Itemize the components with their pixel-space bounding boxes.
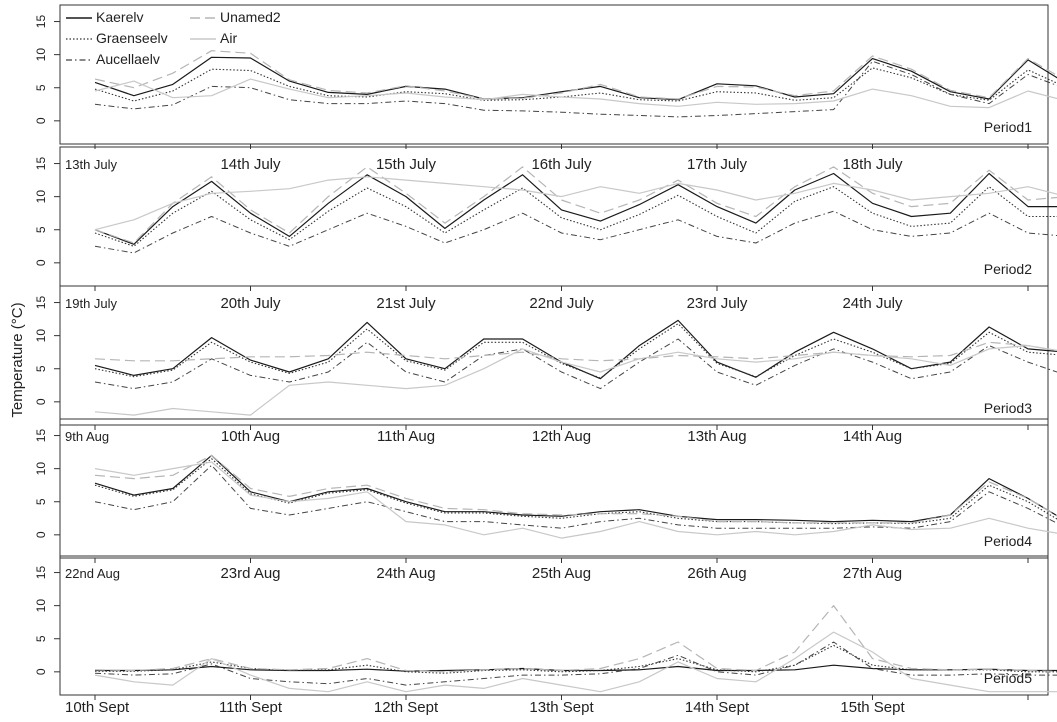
period-label: Period5 xyxy=(984,670,1032,686)
legend-label-aucellaelv: Aucellaelv xyxy=(96,51,160,67)
date-label: 18th July xyxy=(842,156,903,173)
y-axis-label: Temperature (°C) xyxy=(9,302,26,417)
date-label: 22nd Aug xyxy=(65,566,120,581)
series-line-unamed2 xyxy=(94,341,1057,362)
date-label: 14th Sept xyxy=(685,699,750,716)
y-tick-label: 10 xyxy=(34,329,48,343)
date-label: 19th July xyxy=(65,296,118,311)
date-label: 26th Aug xyxy=(687,565,746,582)
panel-frame xyxy=(59,555,1049,696)
y-tick-label: 15 xyxy=(34,429,48,443)
date-label: 27th Aug xyxy=(843,565,902,582)
date-label: 17th July xyxy=(687,156,748,173)
date-label: 20th July xyxy=(220,295,281,312)
date-label: 13th Aug xyxy=(687,428,746,445)
period-label: Period4 xyxy=(984,533,1032,549)
date-label: 13th July xyxy=(65,157,118,172)
series-line-air xyxy=(94,176,1057,231)
series-line-kaerelv xyxy=(94,56,1057,101)
panel-2: 0 5 10 15 Period2 13th July 14th July 15th July… xyxy=(34,146,1057,291)
series-line-graenseelv xyxy=(94,67,1057,102)
series-line-kaerelv xyxy=(94,172,1057,245)
date-label: 10th Sept xyxy=(65,699,130,716)
date-label: 24th Aug xyxy=(376,565,435,582)
y-tick-label: 5 xyxy=(34,498,48,505)
date-label: 14th July xyxy=(220,156,281,173)
panel-1: 0 5 10 15 Period1 xyxy=(34,4,1057,149)
series-line-aucellaelv xyxy=(94,464,1057,529)
series-line-aucellaelv xyxy=(94,60,1057,118)
legend-label-air: Air xyxy=(220,30,237,46)
y-tick-label: 5 xyxy=(34,635,48,642)
series-line-kaerelv xyxy=(94,454,1057,523)
y-tick-label: 0 xyxy=(34,259,48,266)
series-line-air xyxy=(94,461,1057,539)
panel-frame xyxy=(59,285,1049,426)
y-tick-label: 5 xyxy=(34,365,48,372)
date-label: 24th July xyxy=(842,295,903,312)
y-tick-label: 5 xyxy=(34,84,48,91)
series-line-kaerelv xyxy=(94,319,1057,380)
date-label: 13th Sept xyxy=(529,699,594,716)
y-tick-label: 15 xyxy=(34,157,48,171)
legend-label-unamed2: Unamed2 xyxy=(220,9,281,25)
y-tick-label: 0 xyxy=(34,117,48,124)
y-tick-label: 10 xyxy=(34,190,48,204)
date-label: 14th Aug xyxy=(843,428,902,445)
date-label: 15th July xyxy=(376,156,437,173)
series-line-unamed2 xyxy=(94,50,1057,100)
date-label: 10th Aug xyxy=(221,428,280,445)
date-label: 12th Aug xyxy=(532,428,591,445)
y-tick-label: 15 xyxy=(34,296,48,310)
y-tick-label: 10 xyxy=(34,599,48,613)
date-label: 11th Aug xyxy=(377,428,435,445)
period-label: Period2 xyxy=(984,261,1032,277)
panel-frame xyxy=(59,4,1049,145)
date-label: 16th July xyxy=(531,156,592,173)
y-tick-label: 10 xyxy=(34,48,48,62)
series-line-graenseelv xyxy=(94,186,1057,247)
series-line-aucellaelv xyxy=(94,210,1057,254)
y-tick-label: 0 xyxy=(34,531,48,538)
date-label: 12th Sept xyxy=(374,699,439,716)
date-label: 23rd July xyxy=(687,295,748,312)
series-line-unamed2 xyxy=(94,454,1057,524)
date-label: 23rd Aug xyxy=(220,565,280,582)
series-line-unamed2 xyxy=(94,166,1057,244)
date-label: 15th Sept xyxy=(840,699,905,716)
date-label: 11th Sept xyxy=(219,699,283,716)
legend-label-graenseelv: Graenseelv xyxy=(96,30,168,46)
period-label: Period3 xyxy=(984,400,1032,416)
series-line-kaerelv xyxy=(95,664,1057,672)
y-tick-label: 15 xyxy=(34,15,48,29)
series-line-aucellaelv xyxy=(94,338,1057,390)
series-line-graenseelv xyxy=(94,323,1057,379)
period-label: Period1 xyxy=(984,119,1032,135)
legend: Kaerelv Graenseelv Aucellaelv Unamed2 Air xyxy=(66,9,281,67)
y-tick-label: 0 xyxy=(34,398,48,405)
legend-label-kaerelv: Kaerelv xyxy=(96,9,143,25)
y-tick-label: 5 xyxy=(34,226,48,233)
date-label: 9th Aug xyxy=(65,429,109,444)
y-tick-label: 15 xyxy=(34,566,48,580)
panel-frame xyxy=(59,418,1049,559)
y-tick-label: 10 xyxy=(34,462,48,476)
series-line-air xyxy=(94,345,1057,416)
panel-4: 0 5 10 15 Period4 9th Aug 10th Aug 11th Aug 12th… xyxy=(34,418,1057,563)
series-line-unamed2 xyxy=(94,604,1057,673)
date-label: 25th Aug xyxy=(532,565,591,582)
series-line-air xyxy=(94,631,1057,693)
panel-5: 0 5 10 15 Period5 22nd Aug 23rd Aug 24th Aug 25t… xyxy=(34,555,1057,700)
y-tick-label: 0 xyxy=(34,668,48,675)
panel-3: 0 5 10 15 Period3 19th July 20th July 21st July… xyxy=(34,285,1057,430)
date-label: 21st July xyxy=(376,295,436,312)
series-line-air xyxy=(94,78,1057,109)
date-label: 22nd July xyxy=(529,295,594,312)
